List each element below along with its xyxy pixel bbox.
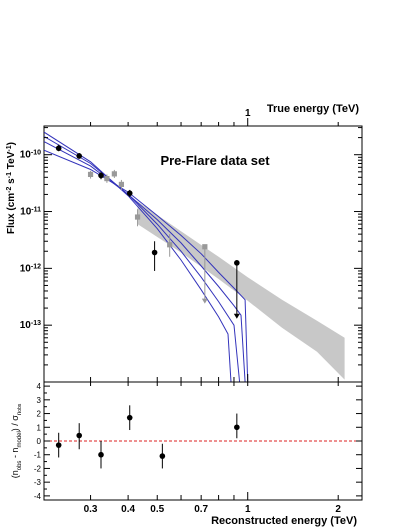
circle-marker	[126, 190, 133, 197]
flux-x-ticks	[90, 374, 339, 382]
residual-y-tick-label: 4	[37, 382, 42, 391]
flux-point-grey	[118, 179, 125, 190]
square-marker	[134, 214, 141, 220]
x-tick-label: 0.7	[194, 504, 208, 515]
flux-point	[233, 260, 240, 319]
flux-point	[151, 241, 158, 271]
circle-marker	[76, 153, 83, 159]
residual-y-tick-label: 3	[37, 396, 42, 405]
residual-marker	[159, 453, 166, 459]
flux-point	[76, 153, 83, 159]
flux-point	[55, 144, 62, 152]
x-tick-label: 0.4	[121, 504, 135, 515]
residual-marker	[98, 451, 104, 458]
circle-marker	[151, 249, 158, 256]
x-tick-label: 0.3	[84, 504, 98, 515]
residual-y-tick-label: 2	[37, 410, 42, 419]
flux-point-grey	[134, 209, 141, 227]
flux-data-points	[55, 144, 240, 319]
flux-point-grey	[111, 169, 117, 178]
square-marker	[202, 244, 208, 250]
butterfly-band	[137, 201, 345, 380]
circle-marker	[98, 172, 104, 179]
upper-limit-arrow	[201, 298, 208, 304]
residual-point	[234, 413, 240, 439]
chart-title: Pre-Flare data set	[160, 153, 270, 168]
flux-point-grey	[201, 244, 208, 304]
residual-y-tick-label: -2	[34, 464, 42, 473]
x-axis-label: Reconstructed energy (TeV)	[211, 515, 357, 527]
flux-y-axis: 10-10 10-11 10-12 10-13	[20, 127, 362, 383]
flux-point-grey	[167, 234, 173, 257]
flux-y-tick-label: 10-13	[20, 320, 41, 332]
residual-marker	[55, 442, 62, 448]
residual-y-tick-label: 1	[37, 423, 42, 432]
top-axis-label: True energy (TeV)	[267, 103, 359, 115]
flux-point-grey	[104, 174, 110, 183]
circle-marker	[234, 260, 240, 266]
x-tick-label: 0.5	[150, 504, 164, 515]
flux-y-tick-label: 10-12	[20, 263, 41, 275]
residual-point	[159, 443, 166, 469]
true-energy-tick-label: 1	[245, 108, 251, 119]
flux-point-grey	[87, 170, 94, 179]
flux-y-tick-label: 10-11	[20, 206, 41, 218]
flux-axis-label: Flux (cm-2 s-1 TeV-1)	[6, 142, 18, 234]
flux-y-tick-label: 10-10	[20, 149, 41, 161]
residual-axis-label: (nobs - nmodel) / σnobs	[10, 403, 23, 478]
true-energy-axis: 1	[44, 108, 362, 127]
square-marker	[104, 175, 110, 182]
residual-marker	[76, 432, 83, 439]
square-marker	[111, 171, 117, 177]
residual-y-axis: -4 -3 -2 -1 0 1 2 3 4	[34, 382, 362, 501]
square-marker	[118, 181, 125, 188]
residual-panel: -4 -3 -2 -1 0 1 2 3 4 0.3 0.4 0.5 0.7 1 2 (nobs - nmo…	[10, 381, 363, 527]
residual-y-tick-label: 0	[37, 437, 42, 446]
flux-panel: 10-10 10-11 10-12 10-13 1 True energy (TeV)…	[6, 103, 363, 383]
residual-y-tick-label: -3	[34, 478, 42, 487]
residual-y-tick-label: -4	[34, 492, 42, 501]
residual-point	[126, 405, 133, 431]
residual-data-points	[55, 405, 240, 469]
residual-marker	[126, 414, 133, 421]
residual-point	[55, 432, 62, 458]
flux-point	[126, 189, 133, 198]
model-butterfly-band	[137, 201, 345, 380]
square-marker	[167, 242, 173, 248]
circle-marker	[55, 145, 62, 152]
x-tick-label: 1	[245, 504, 251, 515]
upper-limit-arrow	[233, 313, 240, 319]
residual-point	[76, 423, 83, 450]
model-curve-1	[44, 131, 232, 382]
residual-y-tick-label: -1	[34, 451, 42, 460]
x-tick-label: 2	[335, 504, 341, 515]
square-marker	[87, 171, 94, 178]
residual-x-axis: 0.3 0.4 0.5 0.7 1 2	[84, 382, 341, 515]
residual-marker	[234, 424, 240, 431]
residual-point	[98, 441, 104, 469]
flux-point	[98, 171, 104, 180]
